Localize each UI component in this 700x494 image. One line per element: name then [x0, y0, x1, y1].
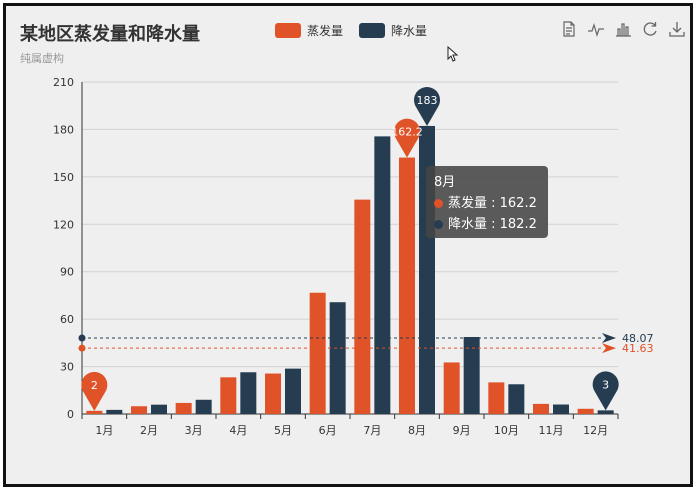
mark-point-label: 162.2 — [391, 126, 423, 139]
mark-point-pin — [81, 371, 108, 411]
y-tick-label: 180 — [53, 123, 74, 136]
x-tick-label: 5月 — [274, 424, 292, 437]
x-tick-label: 12月 — [583, 424, 608, 437]
x-tick-label: 6月 — [319, 424, 337, 437]
bar-evaporation — [577, 408, 594, 414]
mark-point-label: 3 — [602, 378, 609, 391]
mark-point-label: 183 — [417, 94, 438, 107]
tooltip-row: 蒸发量 : 162.2 — [434, 193, 540, 214]
restore-icon[interactable] — [641, 20, 659, 38]
mark-line-arrow — [602, 333, 616, 344]
x-tick-label: 9月 — [453, 424, 471, 437]
mark-point-pin — [592, 371, 619, 411]
legend: 蒸发量 降水量 — [275, 22, 427, 39]
bar-evaporation — [443, 362, 460, 414]
bar-precipitation — [285, 368, 301, 414]
legend-swatch — [359, 23, 386, 38]
bar-precipitation — [597, 410, 614, 414]
x-tick-label: 1月 — [95, 424, 113, 437]
tooltip-title: 8月 — [434, 175, 456, 190]
bar-precipitation — [329, 302, 346, 414]
bar-evaporation — [131, 406, 147, 414]
y-tick-label: 210 — [53, 76, 74, 89]
mark-point-pin — [414, 87, 440, 126]
data-view-icon[interactable] — [560, 20, 578, 38]
legend-item-evaporation[interactable]: 蒸发量 — [275, 22, 343, 39]
x-tick-label: 8月 — [408, 424, 426, 437]
bar-precipitation — [151, 404, 167, 414]
bar-precipitation — [508, 384, 525, 414]
bar-evaporation — [399, 157, 415, 414]
y-tick-label: 150 — [53, 171, 74, 184]
x-tick-label: 3月 — [185, 424, 203, 437]
bar-evaporation — [533, 403, 549, 414]
line-chart-icon[interactable] — [587, 20, 605, 38]
legend-label: 蒸发量 — [307, 24, 344, 38]
mouse-cursor-icon — [447, 46, 459, 62]
y-tick-label: 0 — [67, 408, 74, 421]
chart-frame — [3, 3, 693, 487]
bar-precipitation — [374, 136, 391, 414]
legend-item-precipitation[interactable]: 降水量 — [359, 22, 427, 39]
y-tick-label: 30 — [60, 361, 74, 374]
mark-point-label: 2 — [91, 379, 98, 392]
y-tick-label: 60 — [60, 313, 74, 326]
x-tick-label: 2月 — [140, 424, 158, 437]
tooltip-row: 降水量 : 182.2 — [434, 214, 540, 235]
x-tick-label: 4月 — [229, 424, 247, 437]
bar-evaporation — [488, 382, 505, 414]
download-icon[interactable] — [668, 20, 686, 38]
bar-precipitation — [240, 372, 257, 414]
x-tick-label: 7月 — [363, 424, 381, 437]
bar-evaporation — [309, 292, 326, 414]
tooltip-dot — [434, 199, 443, 208]
bar-precipitation — [553, 404, 569, 414]
mark-point-pin — [394, 118, 420, 158]
bar-evaporation — [175, 402, 192, 414]
legend-label: 降水量 — [391, 24, 428, 38]
bar-evaporation — [220, 377, 237, 414]
chart-title: 某地区蒸发量和降水量 — [20, 24, 200, 45]
bar-chart-icon[interactable] — [614, 20, 632, 38]
bar-evaporation — [86, 410, 103, 414]
chart-subtitle: 纯属虚构 — [20, 52, 64, 65]
bar-precipitation — [463, 337, 480, 414]
tooltip: 8月 蒸发量 : 162.2 降水量 : 182.2 — [426, 166, 548, 238]
mark-line-arrow — [602, 343, 616, 354]
mark-line-start — [78, 334, 86, 342]
tooltip-value: 蒸发量 : 162.2 — [448, 196, 537, 211]
tooltip-dot — [434, 220, 443, 229]
bar-evaporation — [265, 373, 281, 414]
bar-evaporation — [354, 199, 371, 414]
bar-precipitation — [106, 409, 123, 414]
x-tick-label: 11月 — [539, 424, 564, 437]
y-tick-label: 90 — [60, 266, 74, 279]
legend-swatch — [275, 23, 301, 38]
tooltip-value: 降水量 : 182.2 — [448, 217, 537, 232]
y-tick-label: 120 — [53, 218, 74, 231]
x-tick-label: 10月 — [494, 424, 519, 437]
toolbox — [560, 20, 686, 38]
mark-line-label: 41.63 — [622, 342, 654, 355]
mark-line-start — [78, 344, 86, 352]
mark-line-label: 48.07 — [622, 332, 654, 345]
bar-precipitation — [195, 399, 212, 414]
